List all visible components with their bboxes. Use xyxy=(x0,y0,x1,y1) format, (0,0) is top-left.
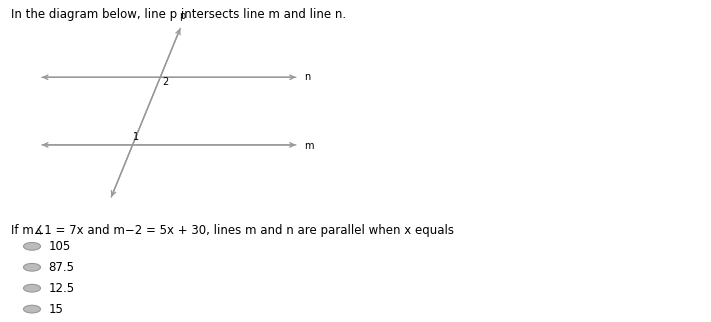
Text: 2: 2 xyxy=(162,77,168,87)
Circle shape xyxy=(23,242,41,250)
Circle shape xyxy=(23,305,41,313)
Circle shape xyxy=(23,263,41,271)
Text: n: n xyxy=(304,71,311,82)
Text: m: m xyxy=(304,141,314,151)
Text: 105: 105 xyxy=(48,240,70,253)
Text: 1: 1 xyxy=(134,132,139,142)
Text: 15: 15 xyxy=(48,303,63,316)
Text: In the diagram below, line p intersects line m and line n.: In the diagram below, line p intersects … xyxy=(11,8,346,21)
Text: 87.5: 87.5 xyxy=(48,261,75,274)
Text: If m∡1 = 7x and m−2 = 5x + 30, lines m and n are parallel when x equals: If m∡1 = 7x and m−2 = 5x + 30, lines m a… xyxy=(11,224,454,237)
Text: p: p xyxy=(179,11,185,21)
Circle shape xyxy=(23,284,41,292)
Text: 12.5: 12.5 xyxy=(48,282,75,295)
